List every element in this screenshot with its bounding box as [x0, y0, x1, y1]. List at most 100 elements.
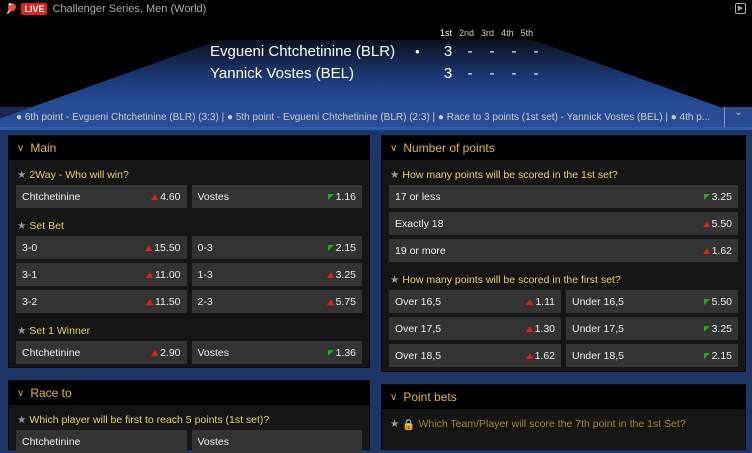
odds-number: 5.75	[335, 295, 356, 308]
odds-up-arrow-icon	[151, 349, 159, 356]
panel-body: ★ 2Way - Who will win? Chtchetinine 4.60 Vos…	[9, 160, 369, 364]
question-text: Set 1 Winner	[29, 325, 91, 337]
favorite-star-icon[interactable]: ★	[390, 418, 400, 430]
event-ticker: ● 6th point - Evgueni Chtchetinine (BLR)…	[0, 107, 752, 127]
selection-label: 1-3	[197, 268, 213, 281]
set-2-label: 2nd	[459, 28, 475, 38]
odds-button[interactable]: Under 16,5 5.50	[566, 290, 738, 313]
odds-up-arrow-icon	[326, 271, 334, 278]
player-row: Evgueni Chtchetinine (BLR) ● 3 - - - -	[210, 43, 547, 60]
odds-button[interactable]: 2-3 5.75	[191, 290, 362, 313]
odds-button[interactable]: 3-2 11.50	[16, 290, 187, 313]
player-row: Yannick Vostes (BEL) 3 - - - -	[210, 65, 547, 82]
odds-down-arrow-icon	[327, 193, 334, 200]
selection-label: Under 18,5	[572, 349, 624, 362]
odds-row: Exactly 18 5.50	[382, 212, 745, 235]
panel-body: ★ Which player will be first to reach 5 p…	[9, 405, 369, 453]
market-question: ★ 2Way - Who will win?	[9, 165, 369, 185]
question-text: Which player will be first to reach 5 po…	[29, 414, 270, 426]
odds-row: Over 16,5 1.11 Under 16,5 5.50	[382, 290, 745, 313]
odds-value: 1.62	[525, 349, 555, 362]
favorite-star-icon[interactable]: ★	[390, 274, 400, 286]
favorite-star-icon[interactable]: ★	[17, 169, 27, 181]
chevron-down-icon: ∨	[17, 387, 25, 399]
selection-label: 3-0	[22, 241, 38, 254]
odds-button[interactable]: Chtchetinine 4.60	[16, 185, 187, 208]
odds-button[interactable]: Under 17,5 3.25	[566, 317, 738, 340]
odds-number: 1.62	[534, 349, 555, 362]
odds-up-arrow-icon	[145, 244, 153, 251]
selection-label: Vostes	[197, 435, 230, 448]
market-panel-number-of-points: ∨ Number of points ★ How many points will b…	[381, 135, 746, 372]
odds-row: 3-2 11.50 2-3 5.75	[9, 290, 369, 313]
selection-label: 2-3	[197, 295, 213, 308]
selection-label: Vostes	[197, 190, 230, 203]
stream-toggle-icon[interactable]: ▶	[735, 3, 746, 14]
selection-label: Exactly 18	[395, 217, 444, 230]
odds-value: 2.15	[703, 350, 732, 362]
odds-down-arrow-icon	[703, 352, 710, 359]
expand-ticker-chevron-icon[interactable]: ⌄	[724, 107, 752, 127]
odds-button[interactable]: 0-3 2.15	[191, 236, 362, 259]
odds-button[interactable]: Over 16,5 1.11	[389, 290, 561, 313]
odds-button[interactable]: Chtchetinine	[16, 430, 187, 453]
odds-down-arrow-icon	[703, 298, 710, 305]
market-panel-race-to: ∨ Race to ★ Which player will be first to r…	[8, 380, 370, 453]
odds-button[interactable]: Chtchetinine 2.90	[16, 341, 187, 364]
favorite-star-icon[interactable]: ★	[390, 169, 400, 181]
odds-value: 5.50	[703, 296, 732, 308]
lock-icon: 🔒	[402, 418, 416, 431]
question-text: 2Way - Who will win?	[29, 169, 129, 181]
odds-button[interactable]: Exactly 18 5.50	[389, 212, 738, 235]
odds-button[interactable]: Over 18,5 1.62	[389, 344, 561, 367]
set-score: -	[489, 43, 495, 60]
panel-header[interactable]: ∨ Point bets	[382, 385, 745, 409]
odds-row: 3-0 15.50 0-3 2.15	[9, 236, 369, 259]
odds-value: 2.90	[151, 346, 181, 359]
odds-up-arrow-icon	[146, 298, 153, 305]
odds-number: 3.25	[335, 268, 356, 281]
odds-value: 3.25	[326, 268, 356, 281]
set-score: -	[533, 65, 539, 82]
set-5-label: 5th	[520, 28, 534, 38]
odds-button[interactable]: 3-1 11.00	[16, 263, 187, 286]
market-panel-main: ∨ Main ★ 2Way - Who will win? Chtchetinine 4.…	[8, 135, 370, 368]
selection-label: Under 17,5	[572, 322, 624, 335]
selection-label: 3-2	[22, 295, 38, 308]
set-3-label: 3rd	[481, 28, 495, 38]
market-question: ★ Set Bet	[9, 216, 369, 236]
odds-button[interactable]: Under 18,5 2.15	[566, 344, 738, 367]
odds-button[interactable]: Vostes	[191, 430, 362, 453]
selection-label: Over 17,5	[395, 322, 442, 335]
favorite-star-icon[interactable]: ★	[17, 414, 27, 426]
player-name: Evgueni Chtchetinine (BLR)	[210, 43, 396, 60]
odds-row: Over 18,5 1.62 Under 18,5 2.15	[382, 344, 745, 367]
panel-header[interactable]: ∨ Number of points	[382, 136, 745, 160]
panel-header[interactable]: ∨ Main	[9, 136, 369, 160]
odds-button[interactable]: 3-0 15.50	[16, 236, 187, 259]
odds-button[interactable]: Over 17,5 1.30	[389, 317, 561, 340]
odds-number: 2.15	[335, 241, 356, 254]
odds-value: 5.75	[326, 295, 356, 308]
odds-row: 19 or more 1.62	[382, 239, 745, 262]
set-score: 3	[443, 65, 453, 82]
market-panel-point-bets: ∨ Point bets ★ 🔒 Which Team/Player will scor…	[381, 384, 746, 450]
chevron-down-icon: ∨	[17, 142, 25, 154]
player-name: Yannick Vostes (BEL)	[210, 65, 354, 82]
odds-down-arrow-icon	[327, 349, 334, 356]
favorite-star-icon[interactable]: ★	[17, 220, 27, 232]
odds-button[interactable]: 1-3 3.25	[191, 263, 362, 286]
odds-button[interactable]: 17 or less 3.25	[389, 185, 738, 208]
odds-up-arrow-icon	[525, 352, 533, 359]
odds-button[interactable]: Vostes 1.36	[191, 341, 362, 364]
market-question: ★ 🔒 Which Team/Player will score the 7th p…	[382, 414, 745, 434]
panel-header[interactable]: ∨ Race to	[9, 381, 369, 405]
favorite-star-icon[interactable]: ★	[17, 325, 27, 337]
selection-label: Over 16,5	[395, 295, 442, 308]
odds-number: 1.36	[335, 346, 356, 359]
odds-number: 15.50	[154, 241, 181, 254]
odds-button[interactable]: Vostes 1.16	[191, 185, 362, 208]
odds-button[interactable]: 19 or more 1.62	[389, 239, 738, 262]
odds-number: 2.90	[160, 346, 181, 359]
set-headers: 1st 2nd 3rd 4th 5th	[440, 28, 533, 38]
